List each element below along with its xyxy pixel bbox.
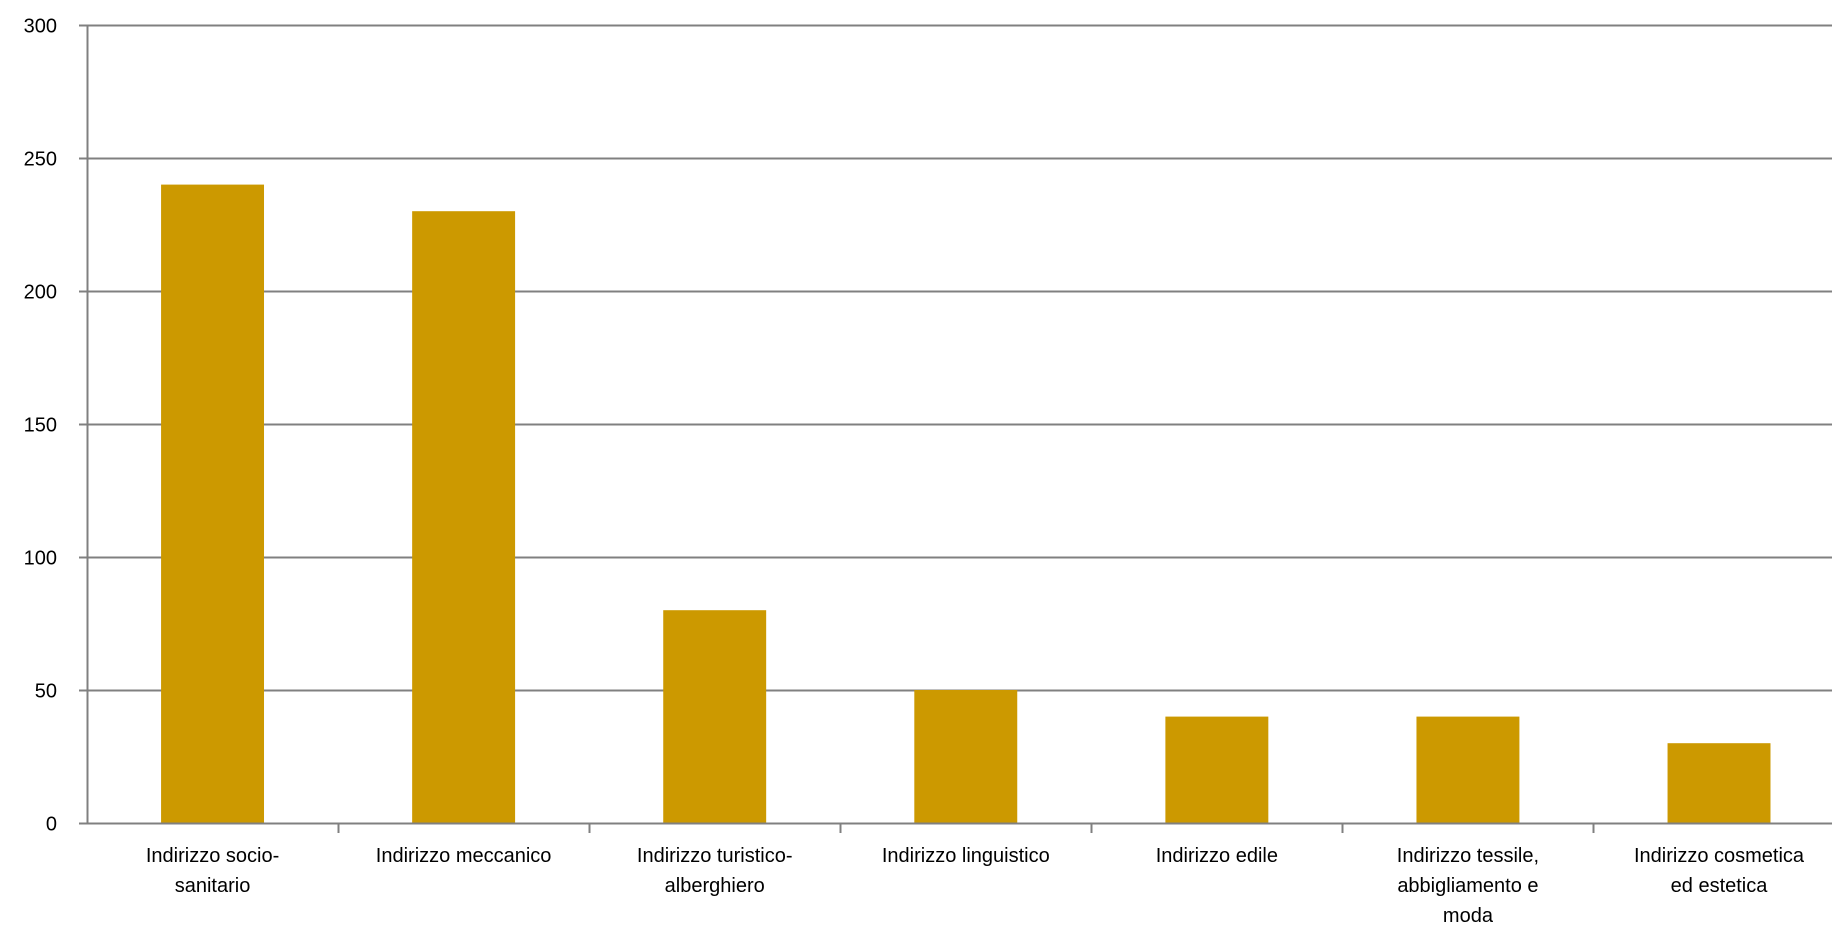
x-tick-label-line: Indirizzo linguistico [882, 845, 1050, 867]
x-tick-label: Indirizzo socio-sanitario [146, 845, 279, 897]
x-category-labels: Indirizzo socio-sanitario Indirizzo mecca… [146, 845, 1805, 927]
bar [663, 610, 767, 823]
x-tick-label: Indirizzo tessile, abbigliamento e moda [1397, 845, 1539, 927]
y-tick-label: 300 [24, 16, 57, 38]
y-tick-labels: 0 50 100 150 200 250 300 [24, 16, 57, 836]
axes [79, 24, 1832, 833]
y-tick-label: 150 [24, 415, 57, 437]
bar [914, 690, 1018, 823]
bar [412, 211, 516, 823]
x-tick-label-line: Indirizzo meccanico [376, 845, 552, 867]
x-tick-label-line: Indirizzo turistico- [637, 845, 793, 867]
x-tick-label-line: alberghiero [665, 875, 765, 897]
gridlines [87, 24, 1832, 692]
x-tick-label-line: Indirizzo tessile, [1397, 845, 1539, 867]
bar [1667, 743, 1771, 823]
y-tick-label: 200 [24, 282, 57, 304]
bar [161, 184, 265, 824]
x-tick-label-line: ed estetica [1671, 875, 1769, 897]
x-tick-label: Indirizzo cosmetica ed estetica [1634, 845, 1805, 897]
x-tick-label: Indirizzo turistico-alberghiero [637, 845, 793, 897]
y-tick-label: 50 [35, 681, 57, 703]
x-tick-label-line: Indirizzo socio- [146, 845, 279, 867]
bars [161, 184, 1771, 824]
y-tick-label: 250 [24, 149, 57, 171]
x-tick-label: Indirizzo linguistico [882, 845, 1050, 867]
x-tick-label: Indirizzo edile [1156, 845, 1278, 867]
bar [1165, 716, 1269, 823]
x-tick-label: Indirizzo meccanico [376, 845, 552, 867]
x-tick-label-line: Indirizzo edile [1156, 845, 1278, 867]
bar [1416, 716, 1520, 823]
x-tick-label-line: sanitario [175, 875, 251, 897]
x-tick-label-line: moda [1443, 905, 1494, 927]
x-tick-label-line: abbigliamento e [1397, 875, 1538, 897]
y-tick-label: 0 [46, 814, 57, 836]
y-tick-label: 100 [24, 548, 57, 570]
x-tick-label-line: Indirizzo cosmetica [1634, 845, 1805, 867]
